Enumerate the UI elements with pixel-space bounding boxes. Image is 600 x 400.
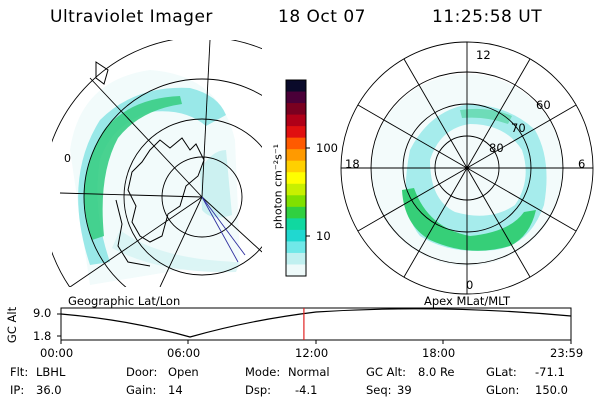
auroral-oval-geo-core: [84, 96, 182, 240]
glat-value: -71.1: [535, 365, 565, 379]
dsp-value: -4.1: [295, 383, 318, 397]
colorbar-frame: [285, 79, 307, 277]
colorbar-swatch: [286, 126, 306, 139]
door-value: Open: [168, 365, 199, 379]
colorbar-swatch: [286, 195, 306, 208]
mlat-label-60: 60: [536, 98, 551, 112]
magnetic-polar-plot: [340, 41, 594, 295]
mlt-label-6: 6: [578, 157, 586, 171]
ip-value: 36.0: [36, 383, 62, 397]
glat-label: GLat:: [486, 365, 517, 379]
colorbar-swatch: [286, 103, 306, 116]
altitude-ytick-high: 9.0: [33, 306, 52, 320]
observation-date: 18 Oct 07: [278, 7, 366, 27]
colorbar-swatch: [286, 172, 306, 185]
coastline: [127, 137, 205, 243]
ip-label: IP:: [10, 383, 25, 397]
auroral-oval-mag-core: [402, 188, 536, 251]
altitude-plot-frame: [60, 307, 572, 341]
colorbar-swatch: [286, 149, 306, 162]
gain-value: 14: [168, 383, 183, 397]
altitude-xtick-1800: 18:00: [422, 346, 456, 360]
altitude-xtick-1200: 12:00: [295, 346, 329, 360]
filter-label: Flt:: [10, 365, 29, 379]
mlat-label-70: 70: [511, 121, 526, 135]
intensity-colorbar: [285, 79, 310, 277]
colorbar-swatch: [286, 252, 306, 266]
gcalt-value: 8.0 Re: [418, 365, 455, 379]
altitude-ytick-low: 1.8: [33, 329, 52, 343]
colorbar-swatch: [286, 229, 306, 243]
mode-value: Normal: [288, 365, 330, 379]
altitude-curve: [60, 308, 572, 338]
altitude-ylabel: GC Alt: [5, 306, 19, 344]
gcalt-label: GC Alt:: [366, 365, 407, 379]
colorbar-swatch: [286, 114, 306, 127]
colorbar-swatch: [286, 91, 306, 104]
geo-panel-label: Geographic Lat/Lon: [68, 294, 181, 308]
colorbar-swatch: [286, 80, 306, 93]
colorbar-swatch: [286, 264, 306, 277]
colorbar-swatch: [286, 218, 306, 231]
seq-label: Seq:: [366, 383, 392, 397]
door-label: Door:: [126, 365, 158, 379]
colorbar-tick-10: 10: [316, 229, 331, 243]
seq-value: 39: [397, 383, 412, 397]
colorbar-swatch: [286, 137, 306, 150]
colorbar-swatch: [286, 206, 306, 219]
dsp-label: Dsp:: [245, 383, 272, 397]
mlt-label-0: 0: [466, 278, 474, 292]
geographic-map: [52, 40, 262, 287]
mode-label: Mode:: [245, 365, 281, 379]
altitude-xtick-0600: 06:00: [167, 346, 201, 360]
altitude-plot: [57, 307, 572, 344]
mlat-label-80: 80: [489, 141, 504, 155]
filter-value: LBHL: [36, 365, 66, 379]
instrument-title: Ultraviolet Imager: [50, 7, 213, 27]
glon-value: 150.0: [535, 383, 568, 397]
mlt-label-18: 18: [345, 157, 360, 171]
colorbar-swatch: [286, 160, 306, 173]
colorbar-tick-100: 100: [316, 141, 338, 155]
observation-time: 11:25:58 UT: [432, 7, 543, 27]
glon-label: GLon:: [486, 383, 520, 397]
colorbar-unit-label: photon cm⁻²s⁻¹: [271, 143, 285, 230]
geo-map-mark: 0: [64, 152, 71, 165]
colorbar-swatch: [286, 241, 306, 254]
mlt-label-12: 12: [476, 48, 491, 62]
gain-label: Gain:: [126, 383, 157, 397]
colorbar-swatch: [286, 183, 306, 196]
mag-panel-label: Apex MLat/MLT: [424, 294, 511, 308]
altitude-xtick-2359: 23:59: [550, 346, 584, 360]
altitude-xtick-0000: 00:00: [40, 346, 74, 360]
